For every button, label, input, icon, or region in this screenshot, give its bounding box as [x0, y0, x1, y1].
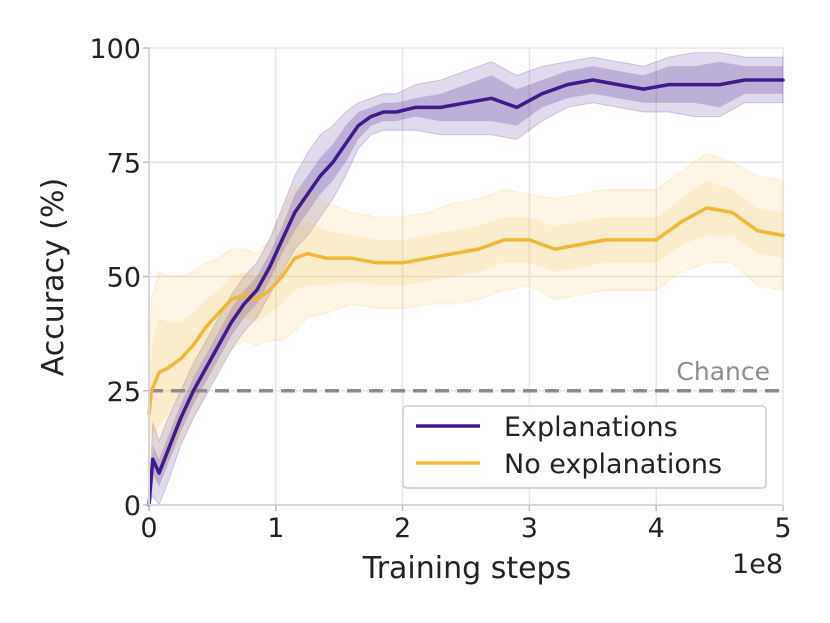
x-tick-label: 3	[521, 513, 538, 544]
y-axis-title: Accuracy (%)	[36, 178, 71, 376]
band-inner-explanations	[149, 61, 783, 505]
y-tick-label: 0	[124, 491, 141, 522]
legend: Explanations No explanations	[402, 405, 767, 489]
x-tick-label: 4	[648, 513, 665, 544]
chance-label: Chance	[676, 357, 770, 386]
legend-label-explanations: Explanations	[504, 412, 678, 443]
series-lines	[147, 78, 785, 507]
x-tick-label: 5	[774, 513, 791, 544]
series-line-no-explanations	[147, 206, 785, 416]
band-inner-no-explanations	[149, 180, 783, 437]
x-axis-title: Training steps	[362, 551, 571, 586]
y-tick-label: 100	[89, 34, 141, 65]
x-tick-label: 1	[267, 513, 284, 544]
y-tick-label: 50	[107, 263, 141, 294]
y-tick-label: 75	[107, 148, 141, 179]
x-tick-label: 0	[140, 513, 157, 544]
x-tick-label: 2	[394, 513, 411, 544]
legend-box	[402, 405, 767, 489]
series-line-explanations	[147, 78, 785, 507]
legend-label-no-explanations: No explanations	[504, 449, 722, 480]
x-offset-label: 1e8	[732, 549, 783, 580]
y-tick-label: 25	[107, 377, 141, 408]
band-outer-no-explanations	[148, 152, 784, 484]
